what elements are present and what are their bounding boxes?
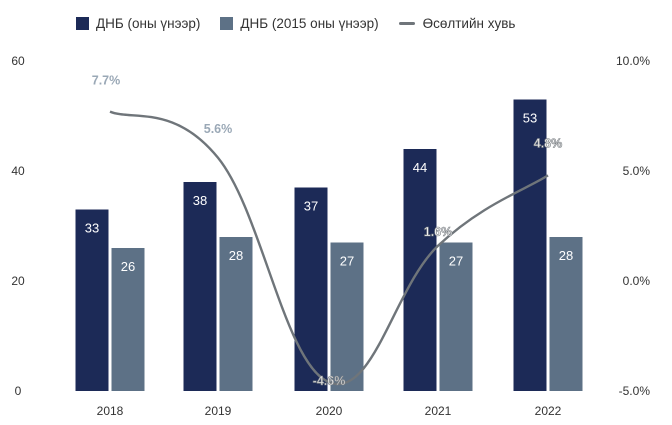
bar-label-real-2020: 27 <box>340 254 354 269</box>
growth-label-2020: -4.6% <box>313 374 346 388</box>
bar-label-nominal-2022: 53 <box>523 111 537 126</box>
growth-label-2019: 5.6% <box>204 122 233 136</box>
y-right-tick-label: -5.0% <box>619 384 651 398</box>
legend-label-growth: Өсөлтийн хувь <box>422 16 516 31</box>
legend-label-real: ДНБ (2015 оны үнээр) <box>240 16 379 31</box>
legend-item-growth: Өсөлтийн хувь <box>398 16 516 31</box>
growth-line <box>109 110 549 386</box>
x-tick-label-2019: 2019 <box>205 404 232 418</box>
bar-label-nominal-2020: 37 <box>304 199 318 214</box>
legend-swatch-nominal <box>76 17 89 30</box>
growth-label-2021: 1.6% <box>424 225 453 239</box>
x-tick-label-2022: 2022 <box>535 404 562 418</box>
bar-nominal-2020 <box>294 187 328 391</box>
bar-real-2018 <box>111 248 145 391</box>
y-right-tick-label: 0.0% <box>623 274 651 288</box>
bar-label-real-2021: 27 <box>449 254 463 269</box>
x-tick-label-2018: 2018 <box>97 404 124 418</box>
bar-nominal-2022 <box>513 99 547 391</box>
legend-swatch-real <box>220 17 234 30</box>
y-left-tick-label: 40 <box>11 164 25 178</box>
legend-swatch-growth <box>398 22 415 25</box>
legend-item-real-gdp: ДНБ (2015 оны үнээр) <box>220 16 379 31</box>
y-left-tick-label: 60 <box>11 54 25 68</box>
bar-nominal-2019 <box>183 182 217 391</box>
y-right-tick-label: 10.0% <box>616 54 650 68</box>
bar-real-2021 <box>439 242 473 391</box>
bar-label-real-2019: 28 <box>229 248 243 263</box>
bar-real-2019 <box>219 237 253 391</box>
bar-real-2022 <box>549 237 583 391</box>
bar-nominal-2018 <box>75 209 109 391</box>
bar-label-real-2018: 26 <box>121 259 135 274</box>
bar-real-2020 <box>330 242 364 391</box>
bar-label-nominal-2021: 44 <box>413 160 427 175</box>
legend-item-nominal-gdp: ДНБ (оны үнээр) <box>76 16 200 31</box>
bar-label-real-2022: 28 <box>559 248 573 263</box>
y-left-tick-label: 0 <box>15 384 22 398</box>
legend-label-nominal: ДНБ (оны үнээр) <box>96 16 201 31</box>
y-right-tick-label: 5.0% <box>623 164 651 178</box>
growth-label-2022: 4.8% <box>534 136 563 150</box>
growth-label-2018: 7.7% <box>92 74 121 88</box>
y-left-tick-label: 20 <box>11 274 25 288</box>
x-tick-label-2021: 2021 <box>425 404 452 418</box>
x-tick-label-2020: 2020 <box>316 404 343 418</box>
bar-label-nominal-2018: 33 <box>85 221 99 236</box>
legend: ДНБ (оны үнээр) ДНБ (2015 оны үнээр) Өсө… <box>76 16 535 31</box>
bar-label-nominal-2019: 38 <box>193 193 207 208</box>
